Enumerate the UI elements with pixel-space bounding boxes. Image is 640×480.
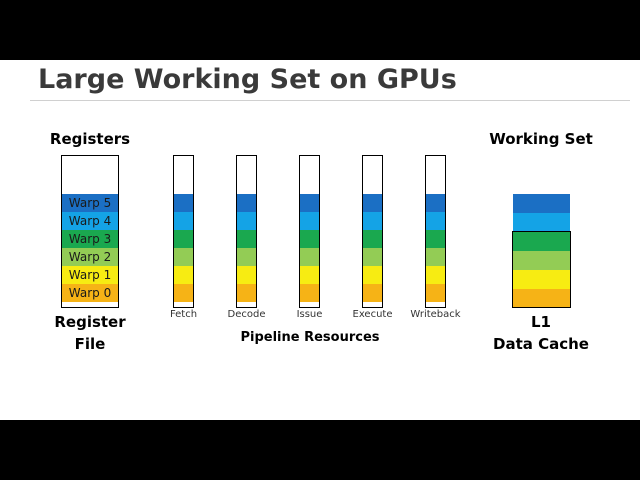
- register-file-column: Warp 5 Warp 4 Warp 3 Warp 2 Warp 1 Warp 0: [61, 155, 119, 308]
- title-divider: [30, 100, 630, 101]
- register-file-caption-line2: File: [74, 335, 106, 353]
- pipeline-segment: [426, 266, 445, 284]
- slide-title: Large Working Set on GPUs: [38, 64, 457, 95]
- pipeline-segment: [174, 284, 193, 302]
- pipeline-segment: [237, 248, 256, 266]
- pipeline-segment: [174, 248, 193, 266]
- l1-caption-line2: Data Cache: [493, 335, 589, 353]
- slide: Large Working Set on GPUs Registers Warp…: [0, 60, 640, 420]
- register-segment-warp-5: Warp 5: [62, 194, 118, 212]
- warp-label: Warp 5: [68, 196, 112, 210]
- working-set-heading: Working Set: [489, 130, 593, 148]
- register-segment-warp-1: Warp 1: [62, 266, 118, 284]
- warp-label: Warp 3: [68, 232, 112, 246]
- pipeline-segment: [237, 194, 256, 212]
- register-segment-warp-4: Warp 4: [62, 212, 118, 230]
- pipeline-stage-label-decode: Decode: [227, 309, 266, 320]
- register-segment-warp-3: Warp 3: [62, 230, 118, 248]
- pipeline-column-fetch: [173, 155, 194, 308]
- register-segment-warp-0: Warp 0: [62, 284, 118, 302]
- pipeline-segment: [363, 194, 382, 212]
- pipeline-segment: [174, 266, 193, 284]
- working-set-segment-warp5: [513, 194, 570, 213]
- register-segment-warp-2: Warp 2: [62, 248, 118, 266]
- warp-label: Warp 2: [68, 250, 112, 264]
- warp-label: Warp 1: [68, 268, 112, 282]
- pipeline-stage-label-issue: Issue: [296, 309, 323, 320]
- working-set-segment-warp0: [513, 289, 570, 308]
- pipeline-segment: [300, 248, 319, 266]
- pipeline-segment: [363, 248, 382, 266]
- pipeline-resources-caption: Pipeline Resources: [240, 330, 380, 345]
- pipeline-column-writeback: [425, 155, 446, 308]
- pipeline-column-issue: [299, 155, 320, 308]
- pipeline-column-decode: [236, 155, 257, 308]
- l1-data-cache-caption: L1 Data Cache: [486, 311, 596, 355]
- pipeline-segment: [426, 230, 445, 248]
- pipeline-segment: [363, 266, 382, 284]
- pipeline-stage-label-fetch: Fetch: [169, 309, 198, 320]
- pipeline-segment: [300, 266, 319, 284]
- warp-label: Warp 4: [68, 214, 112, 228]
- pipeline-segment: [237, 212, 256, 230]
- pipeline-segment: [174, 194, 193, 212]
- pipeline-segment: [363, 212, 382, 230]
- pipeline-segment: [174, 230, 193, 248]
- pipeline-segment: [237, 266, 256, 284]
- pipeline-segment: [426, 248, 445, 266]
- pipeline-segment: [426, 212, 445, 230]
- pipeline-segment: [363, 230, 382, 248]
- pipeline-segment: [300, 284, 319, 302]
- pipeline-segment: [237, 230, 256, 248]
- warp-label: Warp 0: [68, 286, 112, 300]
- pipeline-segment: [174, 212, 193, 230]
- registers-heading: Registers: [49, 130, 131, 148]
- pipeline-segment: [363, 284, 382, 302]
- working-set-segment-warp3: [513, 232, 570, 251]
- pipeline-segment: [300, 194, 319, 212]
- pipeline-segment: [300, 212, 319, 230]
- l1-cache-capacity-box: [512, 231, 571, 308]
- pipeline-segment: [426, 284, 445, 302]
- l1-caption-line1: L1: [531, 313, 551, 331]
- pipeline-segment: [300, 230, 319, 248]
- working-set-segment-warp4: [513, 213, 570, 232]
- pipeline-column-execute: [362, 155, 383, 308]
- working-set-segment-warp2: [513, 251, 570, 270]
- pipeline-stage-label-execute: Execute: [352, 309, 393, 320]
- pipeline-stage-label-writeback: Writeback: [410, 309, 461, 320]
- pipeline-segment: [426, 194, 445, 212]
- pipeline-segment: [237, 284, 256, 302]
- register-file-caption-line1: Register: [54, 313, 126, 331]
- working-set-segment-warp1: [513, 270, 570, 289]
- register-file-caption: Register File: [40, 311, 140, 355]
